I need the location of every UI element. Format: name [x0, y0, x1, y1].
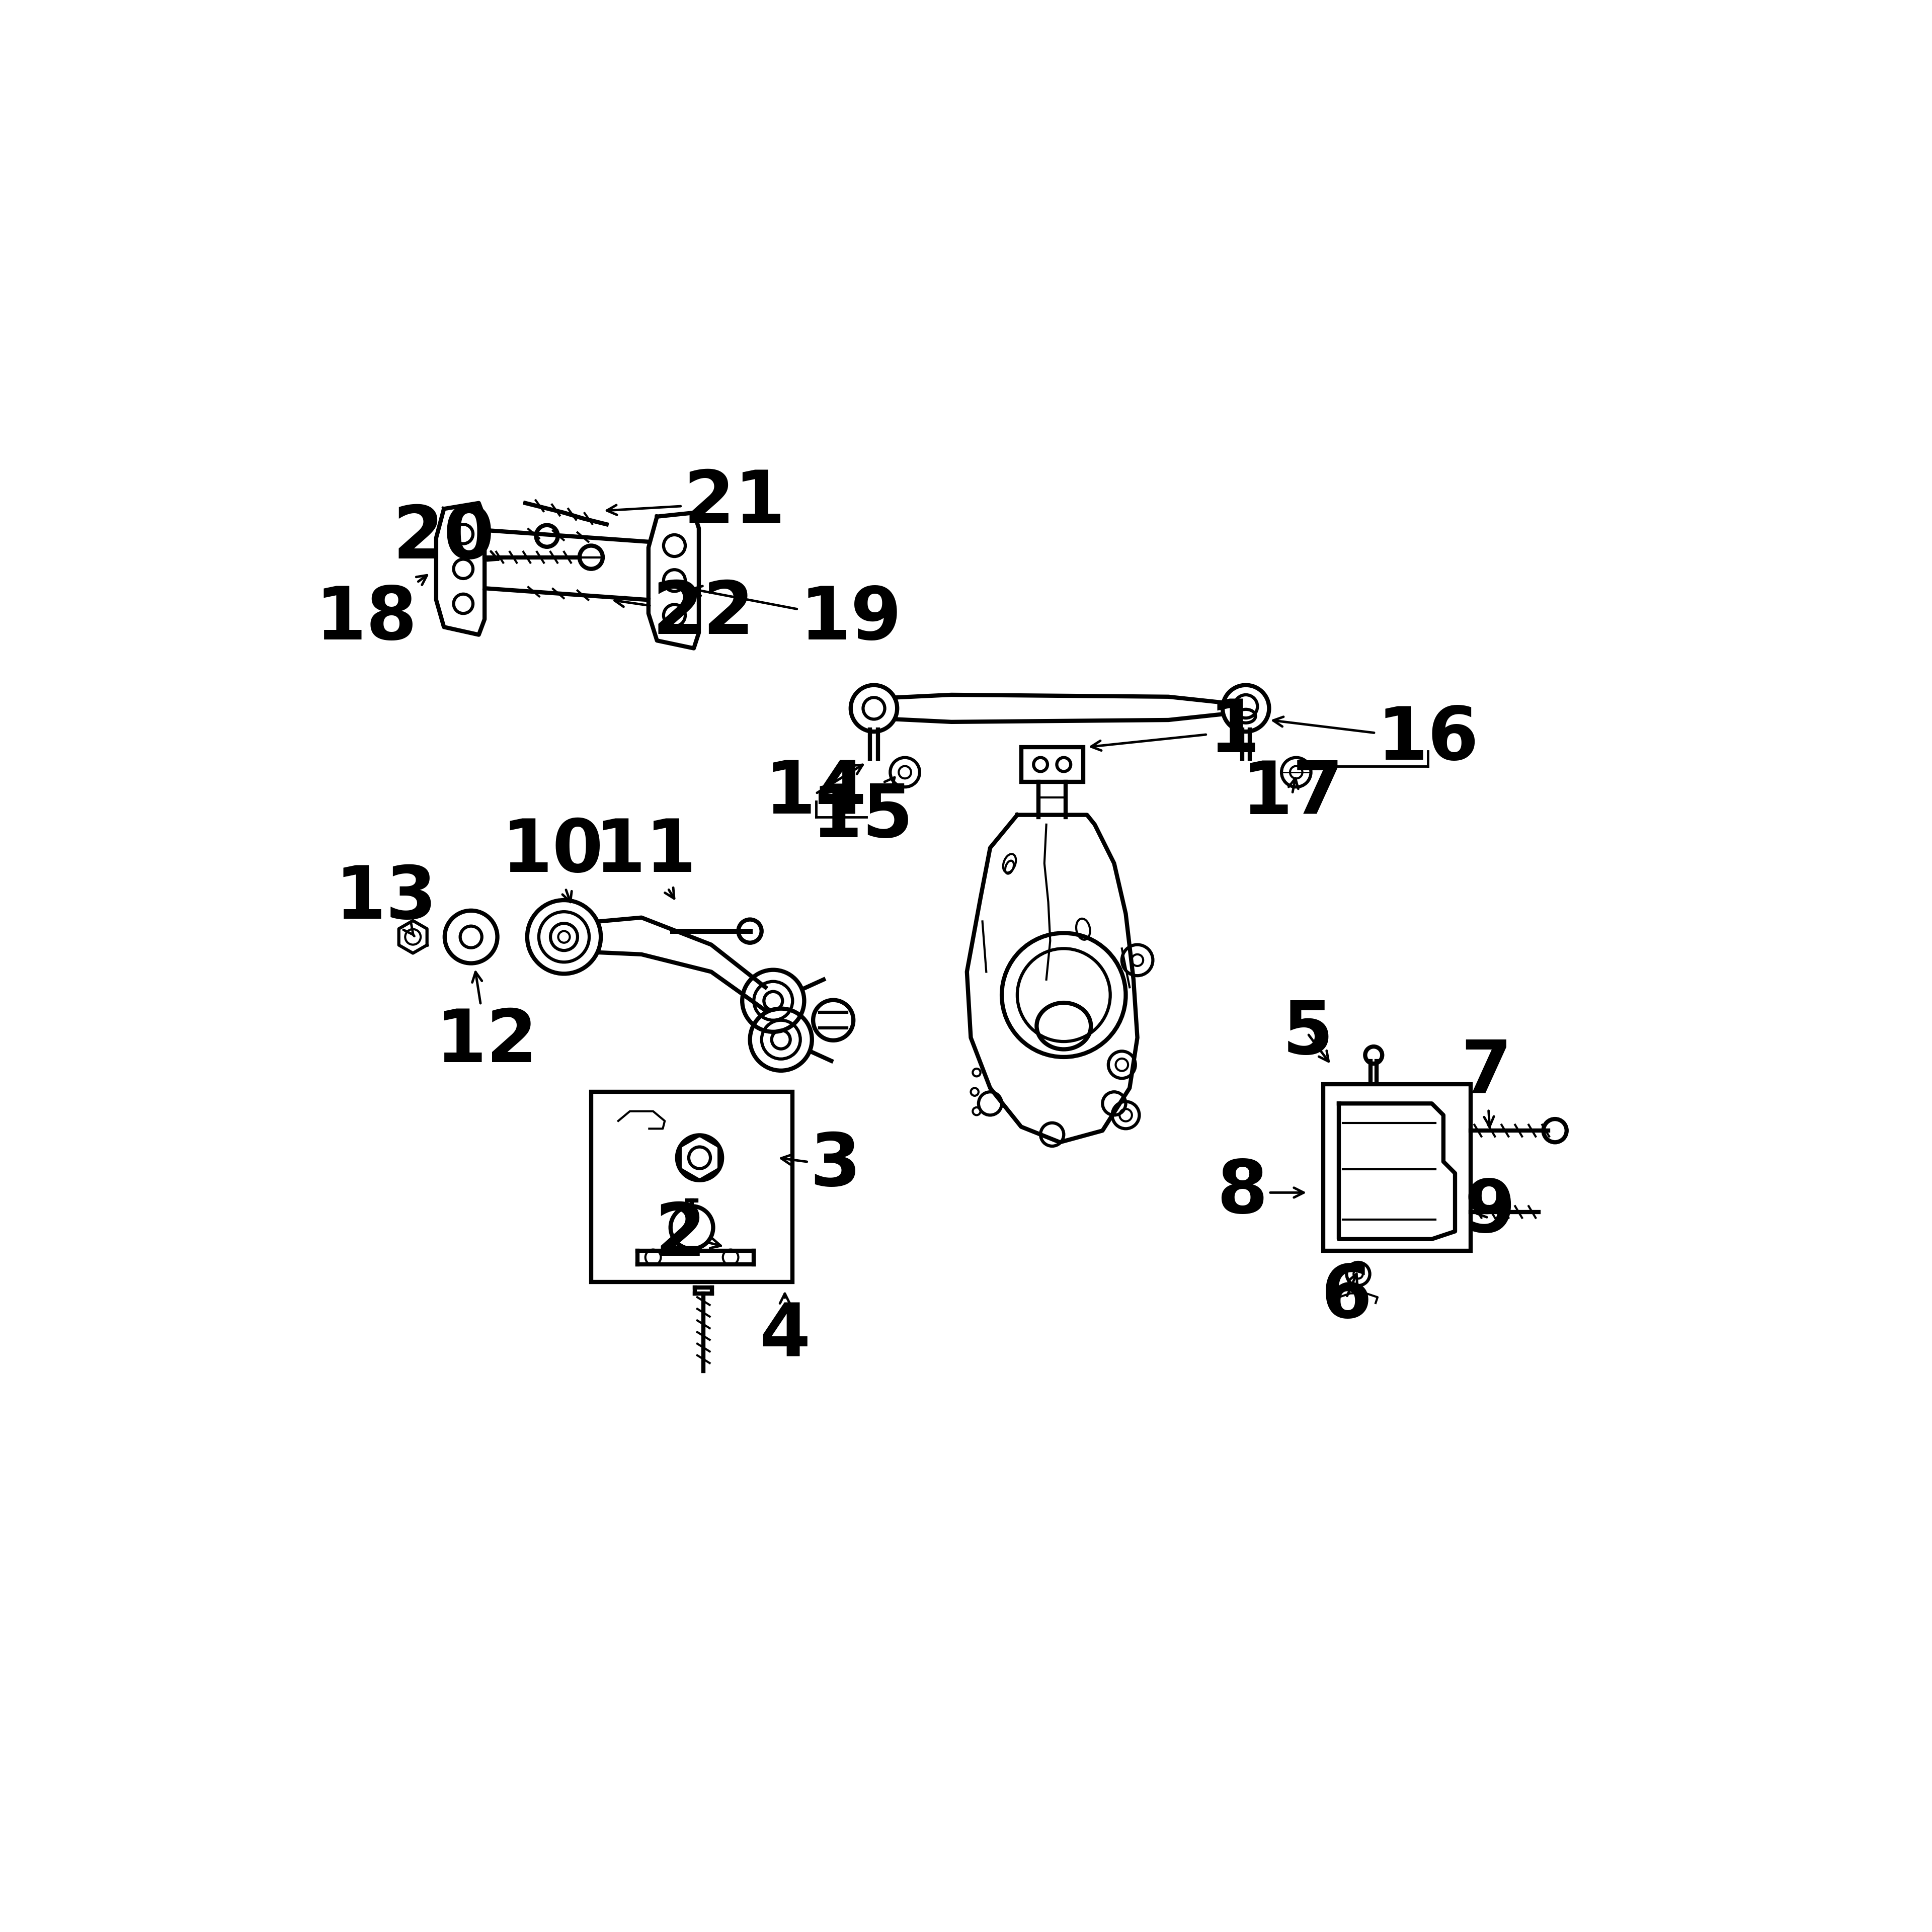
Text: 19: 19 [692, 583, 902, 655]
Text: 15: 15 [811, 777, 914, 852]
Text: 3: 3 [781, 1130, 862, 1202]
Text: 11: 11 [595, 815, 696, 898]
Text: 22: 22 [614, 578, 755, 649]
Text: 18: 18 [315, 576, 427, 655]
Text: 10: 10 [500, 815, 603, 902]
Text: 20: 20 [392, 502, 498, 574]
Text: 9: 9 [1464, 1177, 1515, 1248]
Bar [1022, 748, 1084, 782]
Text: 21: 21 [607, 468, 786, 539]
Text: 13: 13 [334, 864, 437, 937]
Bar [591, 1092, 792, 1281]
Text: 12: 12 [435, 972, 537, 1076]
Text: 8: 8 [1217, 1157, 1304, 1229]
Text: 14: 14 [765, 757, 867, 829]
Text: 2: 2 [655, 1200, 721, 1271]
Text: 1: 1 [1092, 696, 1260, 767]
Text: 7: 7 [1461, 1037, 1511, 1126]
Text: 6: 6 [1321, 1262, 1372, 1333]
Text: 16: 16 [1273, 703, 1480, 775]
Bar [1323, 1084, 1470, 1250]
Text: 17: 17 [1240, 757, 1343, 829]
Text: 5: 5 [1283, 999, 1333, 1068]
Text: 4: 4 [759, 1294, 810, 1372]
